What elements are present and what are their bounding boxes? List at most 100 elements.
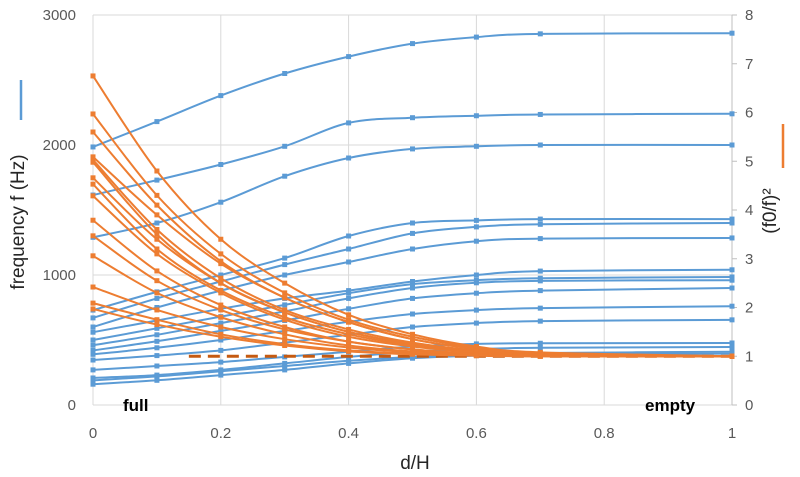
frequency-marker	[729, 274, 735, 280]
frequency-marker	[473, 320, 479, 326]
ratio-marker	[154, 317, 160, 323]
frequency-marker	[410, 115, 415, 121]
frequency-marker	[90, 381, 96, 387]
frequency-marker	[537, 288, 543, 294]
ratio-marker	[218, 251, 224, 257]
empty-annotation: empty	[645, 396, 696, 415]
ratio-marker	[90, 111, 96, 117]
ratio-marker	[218, 314, 224, 320]
frequency-marker	[410, 220, 415, 226]
ratio-marker	[90, 217, 96, 223]
ratio-marker	[90, 159, 96, 165]
frequency-marker	[410, 295, 415, 301]
ratio-marker	[154, 268, 160, 274]
ratio-series	[90, 306, 735, 359]
frequency-marker	[154, 220, 160, 226]
frequency-marker	[218, 337, 224, 343]
frequency-marker	[346, 246, 352, 252]
frequency-marker	[410, 41, 415, 47]
x-tick-label: 0.6	[466, 425, 487, 442]
ratio-marker	[282, 280, 288, 286]
frequency-marker	[346, 54, 352, 60]
frequency-line	[92, 112, 733, 197]
ratio-marker	[154, 168, 160, 174]
frequency-marker	[154, 332, 160, 338]
frequency-marker	[473, 113, 479, 119]
ratio-marker	[90, 193, 96, 199]
frequency-marker	[346, 358, 352, 364]
frequency-marker	[90, 377, 96, 383]
ratio-marker	[90, 181, 96, 187]
ratio-marker	[282, 309, 288, 315]
y-right-tick-label: 1	[745, 348, 753, 365]
frequency-marker	[282, 71, 288, 76]
frequency-marker	[282, 255, 288, 261]
ratio-marker	[90, 73, 96, 79]
y-left-tick-label: 3000	[43, 7, 76, 24]
ratio-marker	[90, 175, 96, 181]
frequency-marker	[473, 307, 479, 313]
frequency-marker	[410, 246, 415, 252]
frequency-marker	[154, 373, 160, 379]
frequency-marker	[90, 315, 96, 321]
frequency-marker	[346, 233, 352, 239]
ratio-marker	[410, 351, 415, 357]
ratio-marker	[154, 202, 160, 208]
ratio-marker	[218, 307, 224, 313]
frequency-marker	[218, 93, 224, 99]
x-tick-label: 1	[728, 425, 736, 442]
frequency-series	[90, 111, 735, 198]
ratio-marker	[154, 246, 160, 252]
frequency-marker	[218, 368, 224, 374]
frequency-marker	[537, 275, 543, 281]
ratio-marker	[90, 129, 96, 135]
ratio-marker	[90, 154, 96, 160]
frequency-marker	[729, 285, 735, 291]
frequency-marker	[537, 236, 543, 242]
y-right-tick-label: 4	[745, 202, 753, 219]
frequency-marker	[473, 341, 479, 347]
frequency-marker	[90, 329, 96, 335]
ratio-marker	[90, 306, 96, 312]
ratio-marker	[282, 331, 288, 337]
ratio-marker	[282, 317, 288, 323]
frequency-marker	[218, 372, 224, 378]
frequency-marker	[410, 281, 415, 287]
ratio-marker	[282, 290, 288, 296]
frequency-marker	[282, 272, 288, 278]
ratio-series	[90, 129, 735, 359]
frequency-marker	[218, 320, 224, 326]
frequency-marker	[154, 295, 160, 301]
ratio-marker	[282, 326, 288, 332]
y-right-tick-label: 2	[745, 300, 753, 317]
ratio-marker	[154, 307, 160, 313]
ratio-marker	[154, 278, 160, 284]
frequency-marker	[154, 377, 160, 383]
frequency-marker	[729, 303, 735, 309]
frequency-marker	[90, 357, 96, 363]
frequency-marker	[729, 220, 735, 226]
ratio-marker	[282, 295, 288, 301]
y-axis-right-label: (f0/f)²	[760, 188, 781, 233]
frequency-marker	[346, 360, 352, 366]
y-right-tick-label: 3	[745, 251, 753, 268]
frequency-marker	[346, 120, 352, 126]
frequency-marker	[537, 278, 543, 284]
frequency-marker	[90, 367, 96, 373]
ratio-marker	[154, 192, 160, 198]
ratio-marker	[90, 300, 96, 306]
frequency-marker	[537, 111, 543, 117]
ratio-marker	[282, 336, 288, 342]
ratio-marker	[537, 353, 543, 359]
x-tick-label: 0.8	[594, 425, 615, 442]
frequency-marker	[410, 285, 415, 291]
frequency-marker	[154, 325, 160, 331]
y-right-tick-label: 5	[745, 153, 753, 170]
frequency-line	[92, 32, 733, 148]
y-axis-left-label: frequency f (Hz)	[8, 154, 29, 289]
y-left-tick-label: 2000	[43, 137, 76, 154]
frequency-marker	[537, 268, 543, 274]
frequency-marker	[90, 347, 96, 353]
ratio-marker	[218, 275, 224, 281]
